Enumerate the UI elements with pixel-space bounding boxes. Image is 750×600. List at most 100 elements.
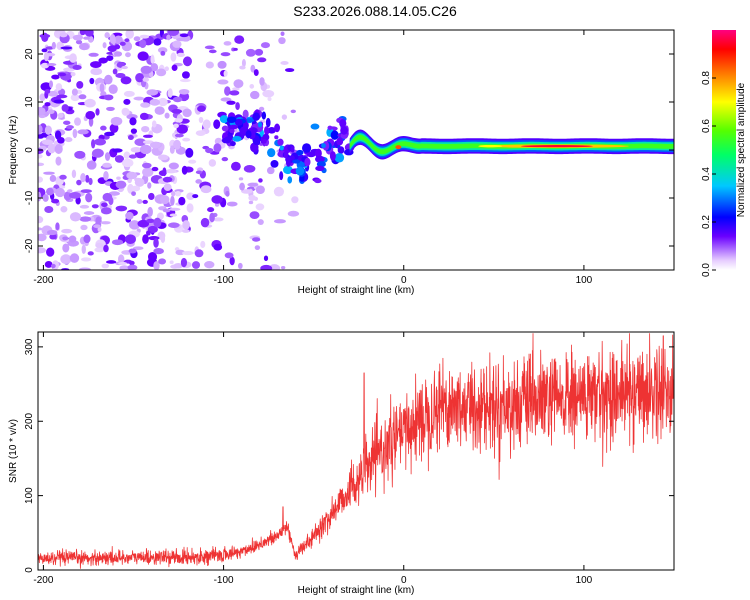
heatmap-blob bbox=[121, 108, 130, 116]
heatmap-blob bbox=[280, 31, 285, 37]
heatmap-blob bbox=[107, 45, 117, 52]
heatmap-blob bbox=[171, 190, 176, 197]
heatmap-blob bbox=[116, 176, 121, 180]
heatmap-blob bbox=[172, 96, 183, 103]
heatmap-blob bbox=[296, 149, 304, 156]
heatmap-blob bbox=[153, 261, 160, 270]
heatmap-blob bbox=[118, 254, 125, 264]
heatmap-blob bbox=[139, 144, 152, 155]
heatmap-blob bbox=[245, 130, 252, 139]
heatmap-blob bbox=[80, 173, 86, 183]
heatmap-blob bbox=[226, 116, 237, 123]
heatmap-y-tick-label: 20 bbox=[24, 48, 35, 60]
heatmap-blob bbox=[147, 182, 152, 189]
heatmap-blob bbox=[260, 264, 273, 270]
heatmap-blob bbox=[195, 130, 206, 137]
heatmap-blob bbox=[257, 121, 263, 128]
heatmap-blob bbox=[57, 136, 65, 144]
heatmap-blob bbox=[265, 117, 271, 128]
heatmap-blob bbox=[120, 76, 132, 85]
heatmap-blob bbox=[255, 203, 265, 211]
heatmap-blob bbox=[134, 138, 147, 146]
heatmap-blob bbox=[249, 84, 255, 89]
heatmap-blob bbox=[87, 251, 94, 256]
snr-y-tick-label: 200 bbox=[24, 412, 35, 429]
heatmap-blob bbox=[125, 52, 131, 58]
heatmap-blob bbox=[169, 145, 175, 154]
snr-x-label: Height of straight line (km) bbox=[298, 585, 415, 596]
heatmap-blob bbox=[266, 166, 275, 175]
heatmap-blob bbox=[139, 112, 149, 121]
heatmap-blob bbox=[113, 51, 123, 57]
heatmap-blob bbox=[287, 176, 293, 184]
heatmap-blob bbox=[129, 117, 137, 126]
heatmap-blob bbox=[164, 112, 170, 119]
heatmap-blob bbox=[173, 123, 179, 129]
heatmap-blob bbox=[123, 98, 131, 105]
heatmap-blob bbox=[68, 235, 77, 243]
heatmap-blob bbox=[168, 162, 179, 170]
heatmap-blob bbox=[160, 195, 170, 205]
heatmap-blob bbox=[97, 227, 102, 232]
snr-x-tick-label: -200 bbox=[33, 575, 53, 586]
heatmap-blob bbox=[258, 178, 263, 183]
heatmap-blob bbox=[95, 108, 100, 116]
heatmap-blob bbox=[38, 176, 43, 183]
heatmap-blob bbox=[162, 208, 171, 213]
heatmap-blob bbox=[104, 131, 115, 137]
heatmap-blob bbox=[39, 93, 46, 102]
heatmap-blob bbox=[192, 194, 199, 199]
heatmap-blob bbox=[315, 165, 325, 171]
heatmap-blob bbox=[197, 105, 206, 112]
heatmap-blob bbox=[185, 147, 194, 158]
heatmap-blob bbox=[142, 234, 149, 244]
heatmap-blob bbox=[106, 106, 115, 111]
heatmap-blob bbox=[126, 171, 138, 180]
heatmap-blob bbox=[234, 35, 245, 44]
colorbar: 0.0 0.2 0.4 0.6 0.8 Normalized spectral ampl… bbox=[701, 30, 747, 277]
heatmap-blob bbox=[274, 135, 279, 140]
heatmap-y-tick-label: -10 bbox=[24, 190, 35, 205]
snr-x-tick-label: -100 bbox=[214, 575, 234, 586]
heatmap-blob bbox=[118, 261, 128, 265]
snr-frame bbox=[37, 331, 675, 571]
heatmap-blob bbox=[90, 68, 103, 76]
heatmap-blob bbox=[200, 240, 206, 249]
heatmap-blob bbox=[204, 261, 215, 269]
heatmap-blob bbox=[223, 70, 228, 77]
heatmap-blob bbox=[75, 39, 83, 45]
heatmap-blob bbox=[226, 201, 238, 207]
heatmap-blob bbox=[173, 262, 183, 269]
heatmap-blob bbox=[46, 63, 57, 67]
heatmap-blob bbox=[182, 137, 191, 142]
heatmap-blob bbox=[224, 136, 234, 141]
heatmap-blob bbox=[148, 192, 155, 201]
heatmap-blob bbox=[139, 34, 150, 39]
heatmap-blob bbox=[248, 194, 256, 202]
heatmap-blob bbox=[239, 65, 246, 70]
heatmap-blob bbox=[162, 176, 173, 183]
heatmap-blob bbox=[195, 170, 203, 175]
heatmap-blob bbox=[72, 64, 82, 70]
heatmap-blob bbox=[150, 63, 159, 72]
heatmap-blob bbox=[115, 180, 127, 189]
heatmap-blob bbox=[336, 137, 344, 146]
heatmap-blob bbox=[112, 148, 123, 153]
heatmap-blob bbox=[167, 30, 180, 36]
heatmap-blob bbox=[72, 128, 78, 139]
heatmap-blob bbox=[178, 88, 190, 95]
heatmap-blob bbox=[64, 137, 73, 143]
heatmap-blob bbox=[233, 79, 244, 88]
heatmap-blob bbox=[274, 123, 281, 133]
heatmap-y-tick-label: -20 bbox=[24, 238, 35, 253]
snr-y-label: SNR (10 * v/v) bbox=[8, 419, 19, 483]
heatmap-blob bbox=[58, 88, 66, 96]
heatmap-blob bbox=[69, 53, 77, 63]
heatmap-blob bbox=[95, 242, 104, 248]
heatmap-blob bbox=[166, 34, 171, 41]
heatmap-blob bbox=[229, 124, 239, 130]
heatmap-blob bbox=[90, 61, 102, 68]
heatmap-blob bbox=[38, 134, 45, 139]
heatmap-blob bbox=[337, 146, 345, 154]
heatmap-x-tick-label: 0 bbox=[401, 275, 407, 286]
